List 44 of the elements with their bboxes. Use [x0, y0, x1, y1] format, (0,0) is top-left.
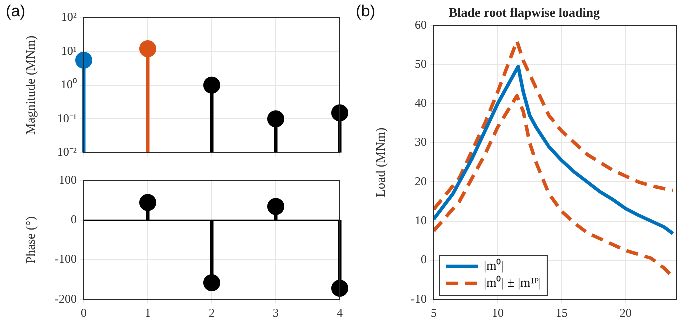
y-tick-label: 20: [415, 174, 427, 188]
x-tick-label: 5: [431, 306, 437, 320]
y-axis-title: Load (MNm): [373, 128, 388, 198]
y-tick-label: 0: [71, 212, 77, 227]
point: [268, 198, 284, 216]
y-tick-label: -100: [55, 252, 77, 266]
y-tick-label: -10: [411, 292, 427, 306]
point: [140, 194, 156, 212]
point: [332, 280, 348, 298]
y-tick-label: 40: [415, 96, 427, 110]
y-tick-label: -200: [55, 292, 77, 306]
y-tick-label: 10¹: [61, 44, 78, 58]
x-tick-label: 15: [556, 306, 568, 320]
y-tick-label: 50: [415, 56, 427, 71]
y-tick-label: 100: [59, 173, 77, 188]
x-tick-label: 3: [273, 306, 279, 320]
y-tick-label: 10²: [61, 10, 78, 24]
x-tick-label: 2: [209, 306, 215, 320]
point: [76, 52, 92, 69]
y-tick-label: 0: [421, 252, 427, 267]
point: [204, 274, 220, 292]
y-tick-label: 10⁻²: [57, 144, 78, 159]
point: [140, 40, 156, 58]
point: [268, 110, 284, 128]
point: [204, 76, 220, 94]
x-tick-label: 1: [145, 306, 151, 320]
y-axis-title: Magnitude (MNm): [23, 36, 38, 136]
line-series: [434, 40, 675, 212]
y-tick-label: 10⁻¹: [57, 111, 78, 126]
y-tick-label: 10⁰: [61, 78, 77, 92]
chart-title: Blade root flapwise loading: [448, 5, 601, 20]
point: [332, 104, 348, 122]
y-tick-label: 30: [415, 135, 427, 150]
x-tick-label: 10: [492, 306, 504, 320]
x-tick-label: 4: [337, 306, 343, 320]
x-tick-label: 20: [620, 306, 632, 320]
y-tick-label: 60: [415, 18, 427, 32]
text: (b): [356, 3, 376, 20]
y-tick-label: 10: [415, 213, 427, 228]
legend-label: |m⁰| ± |m¹ᴾ|: [484, 275, 542, 290]
legend-label: |m⁰|: [484, 258, 504, 274]
y-axis-title: Phase (°): [23, 216, 38, 264]
text: (a): [6, 3, 26, 20]
x-tick-label: 0: [81, 306, 87, 320]
